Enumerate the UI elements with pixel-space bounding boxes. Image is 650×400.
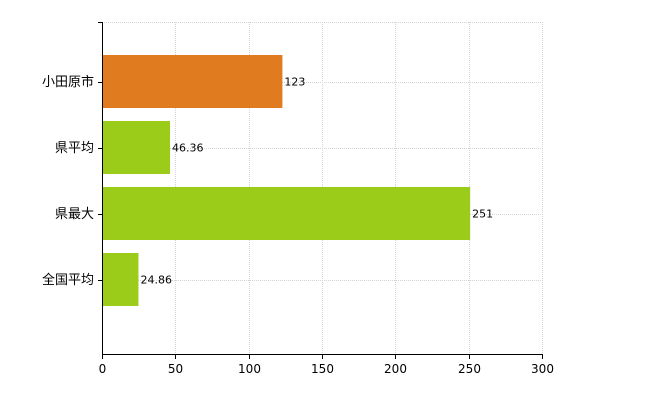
labels: 123 小田原市 46.36 県平均 251 県最大 24.86 全国平均 0 50 100 150 2… [42, 74, 554, 376]
bar [103, 187, 471, 240]
x-tick-label: 200 [384, 362, 407, 376]
x-tick-label: 150 [311, 362, 334, 376]
category-label: 小田原市 [42, 74, 94, 90]
category-label: 県平均 [55, 141, 94, 156]
x-tick-label: 300 [531, 362, 554, 376]
bar [103, 253, 139, 306]
bar-value-label: 46.36 [172, 142, 204, 155]
axes [98, 22, 543, 359]
bar-value-label: 24.86 [140, 274, 172, 287]
category-label: 県最大 [55, 207, 94, 222]
x-tick-label: 50 [168, 362, 183, 376]
category-label: 全国平均 [42, 272, 94, 288]
bar [103, 55, 283, 108]
bar-value-label: 251 [472, 208, 493, 221]
bar-value-label: 123 [284, 76, 305, 89]
x-tick-label: 100 [238, 362, 261, 376]
x-tick-label: 250 [458, 362, 481, 376]
bars [103, 55, 471, 306]
bar [103, 121, 170, 174]
x-tick-label: 0 [99, 362, 107, 376]
